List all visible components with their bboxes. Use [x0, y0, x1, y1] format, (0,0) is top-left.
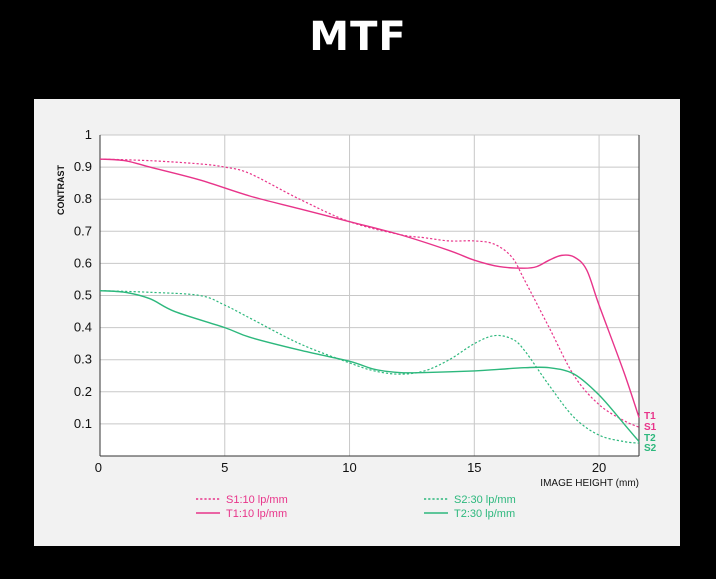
y-tick-label: 0.9: [74, 159, 92, 174]
y-tick-label: 0.3: [74, 352, 92, 367]
y-tick-label: 1: [85, 127, 92, 142]
y-tick-label: 0.7: [74, 223, 92, 238]
series-line-t1: [99, 158, 640, 418]
legend-label-t2: T2:30 lp/mm: [454, 508, 515, 520]
x-tick-label: 20: [592, 460, 606, 475]
end-label-s1: S1: [644, 422, 657, 433]
axis-layer: 1 0.9 0.8 0.7 0.6 0.5 0.4 0.3 0.2 0.1 0 5 10 15 20 CONT…: [56, 127, 640, 489]
grid-layer: [100, 134, 639, 456]
y-tick-label: 0.8: [74, 191, 92, 206]
x-tick-label: 0: [95, 460, 102, 475]
y-tick-label: 0.1: [74, 416, 92, 431]
x-axis-title: IMAGE HEIGHT (mm): [540, 478, 639, 489]
x-tick-label: 15: [467, 460, 481, 475]
series-line-t2: [99, 289, 640, 443]
x-tick-label: 10: [342, 460, 356, 475]
legend-label-s1: S1:10 lp/mm: [226, 494, 288, 506]
y-axis-title: CONTRAST: [56, 165, 66, 215]
mtf-chart: 1 0.9 0.8 0.7 0.6 0.5 0.4 0.3 0.2 0.1 0 5 10 15 20 CONT…: [56, 127, 657, 520]
legend: S1:10 lp/mm T1:10 lp/mm S2:30 lp/mm T2:30 l…: [196, 494, 516, 520]
end-label-t1: T1: [644, 411, 656, 422]
x-tick-label: 5: [221, 460, 228, 475]
legend-label-s2: S2:30 lp/mm: [454, 494, 516, 506]
legend-label-t1: T1:10 lp/mm: [226, 508, 287, 520]
y-tick-label: 0.6: [74, 255, 92, 270]
page-title: MTF: [309, 14, 407, 60]
series-line-s2: [99, 290, 640, 444]
y-tick-label: 0.5: [74, 288, 92, 303]
y-tick-label: 0.4: [74, 320, 92, 335]
y-tick-label: 0.2: [74, 384, 92, 399]
chart-panel: 1 0.9 0.8 0.7 0.6 0.5 0.4 0.3 0.2 0.1 0 5 10 15 20 CONT…: [34, 99, 680, 546]
end-label-t2: T2: [644, 433, 656, 444]
series-layer: [99, 158, 640, 444]
end-label-s2: S2: [644, 443, 657, 454]
